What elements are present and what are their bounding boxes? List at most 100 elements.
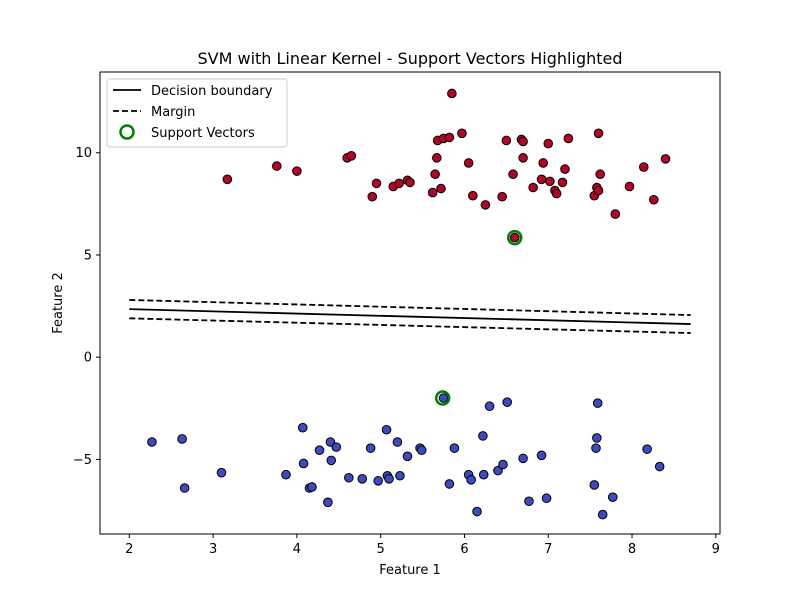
legend-sv-label: Support Vectors [151, 126, 255, 141]
x-tick-label: 6 [460, 542, 468, 557]
legend-margin-label: Margin [151, 105, 195, 120]
x-axis: 2 3 4 5 6 7 8 9 [125, 534, 720, 557]
data-point-positive [292, 166, 302, 176]
data-point-negative [381, 424, 392, 435]
data-point-positive [432, 153, 442, 163]
x-tick-label: 8 [628, 542, 636, 557]
data-point-positive [405, 177, 415, 188]
data-point-negative [344, 472, 354, 483]
legend-decision-label: Decision boundary [151, 84, 273, 99]
data-points [147, 88, 671, 520]
data-point-negative [314, 445, 325, 455]
data-point-negative [502, 397, 512, 407]
data-point-negative [444, 479, 455, 489]
data-point-positive [518, 136, 528, 147]
data-point-positive [468, 190, 478, 201]
data-point-positive [536, 174, 547, 185]
data-point-positive [271, 161, 282, 171]
data-point-positive [346, 151, 357, 161]
data-point-negative [484, 401, 495, 412]
data-point-negative [536, 450, 547, 461]
data-point-negative [216, 467, 227, 478]
data-point-positive [444, 132, 455, 143]
data-point-positive [447, 88, 457, 99]
data-point-positive [595, 169, 605, 180]
data-point-negative [365, 443, 376, 453]
x-tick-label: 5 [377, 542, 385, 557]
data-point-negative [438, 393, 449, 403]
data-point-negative [281, 469, 291, 480]
data-point-positive [557, 177, 568, 188]
data-point-positive [371, 178, 382, 189]
data-point-negative [323, 497, 333, 508]
x-tick-label: 4 [293, 542, 301, 557]
data-point-negative [518, 453, 528, 464]
data-point-positive [593, 128, 604, 139]
decision-boundary-line [129, 308, 691, 325]
data-point-positive [222, 174, 233, 185]
data-point-positive [551, 188, 562, 199]
margin-line [129, 317, 691, 334]
data-point-negative [592, 433, 602, 443]
data-point-negative [179, 483, 190, 493]
legend: Decision boundary Margin Support Vectors [106, 78, 288, 148]
data-point-negative [524, 496, 534, 507]
data-point-negative [402, 451, 413, 462]
data-point-negative [384, 474, 394, 484]
y-axis: −5 0 5 10 [73, 146, 100, 468]
data-point-positive [660, 154, 671, 164]
data-point-positive [560, 164, 570, 174]
data-point-positive [638, 162, 649, 172]
data-point-negative [493, 465, 503, 476]
data-point-positive [430, 169, 440, 180]
data-point-negative [589, 480, 600, 490]
data-point-negative [592, 398, 603, 408]
y-axis-label: Feature 2 [51, 272, 66, 334]
x-tick-label: 2 [125, 542, 133, 557]
chart-title: SVM with Linear Kernel - Support Vectors… [197, 49, 622, 68]
data-point-positive [394, 178, 404, 189]
data-point-negative [642, 444, 652, 454]
data-point-negative [498, 459, 508, 470]
data-point-positive [545, 176, 555, 187]
data-point-negative [449, 443, 460, 453]
data-point-negative [331, 442, 342, 452]
x-tick-label: 3 [209, 542, 217, 557]
data-point-positive [649, 194, 659, 205]
data-point-negative [177, 434, 187, 444]
data-point-positive [538, 158, 549, 168]
legend-box [106, 78, 288, 148]
data-point-negative [591, 443, 601, 453]
data-point-positive [593, 185, 604, 196]
data-point-positive [509, 232, 520, 243]
data-point-positive [427, 187, 438, 198]
data-point-positive [518, 153, 528, 163]
data-point-positive [457, 128, 467, 139]
data-point-negative [597, 509, 608, 520]
data-point-negative [478, 431, 488, 441]
support-vector-marker [506, 229, 523, 246]
margin-line [129, 299, 691, 316]
data-point-positive [463, 158, 474, 168]
svm-lines [129, 299, 691, 334]
data-point-positive [436, 183, 446, 194]
data-point-negative [297, 422, 308, 433]
data-point-positive [543, 138, 554, 149]
data-point-positive [501, 135, 512, 146]
y-tick-label: 5 [84, 248, 92, 263]
data-point-negative [466, 475, 476, 485]
y-tick-label: 0 [84, 351, 92, 366]
x-tick-label: 7 [544, 542, 552, 557]
data-point-negative [392, 437, 403, 447]
data-point-positive [528, 182, 538, 193]
data-point-positive [508, 169, 518, 180]
plot-frame [99, 71, 721, 535]
data-point-positive [480, 200, 491, 210]
data-point-negative [395, 470, 405, 481]
data-point-negative [472, 506, 482, 517]
data-point-negative [478, 469, 489, 480]
data-point-positive [610, 209, 621, 219]
data-point-positive [367, 191, 378, 202]
data-point-negative [147, 437, 157, 447]
